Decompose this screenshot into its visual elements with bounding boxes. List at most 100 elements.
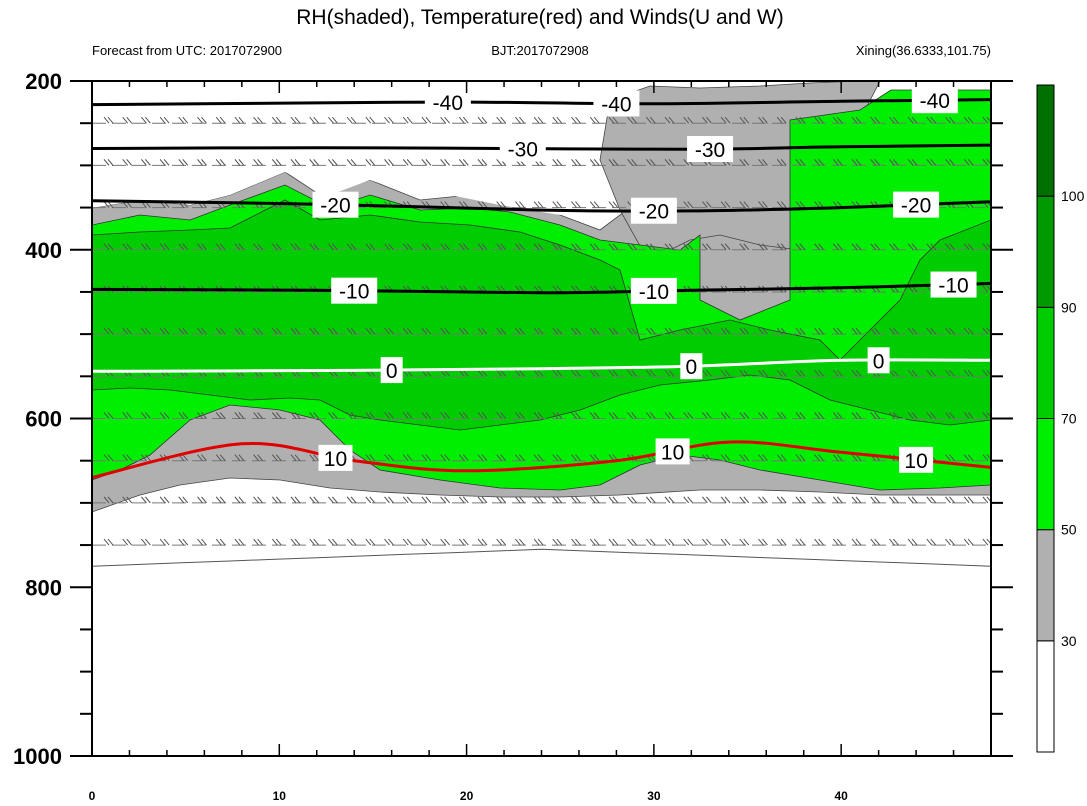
wind-barb [462,159,469,166]
wind-barb [780,412,787,419]
wind-barb [271,116,278,124]
wind-barb [593,159,600,166]
wind-barb [458,454,465,462]
wind-barb [552,412,559,419]
contour-label: -20 [320,195,350,218]
wind-barb [571,243,577,251]
y-tick-label: 800 [25,575,62,600]
forecast-label: Forecast from UTC: 2017072900 [92,43,282,58]
wind-barb [402,159,409,166]
wind-barb [309,327,316,335]
wind-barb [795,454,802,462]
wind-barb [537,116,544,124]
wind-barb [556,159,563,166]
wind-barb [889,159,895,166]
wind-barb [126,496,133,504]
wind-barb [818,538,824,546]
wind-barb [215,243,222,251]
wind-barb [776,412,783,419]
wind-barb [425,116,432,124]
wind-barb [481,496,488,504]
wind-barb [593,201,600,208]
wind-barb [963,116,970,124]
wind-barb [795,538,802,546]
temperature-contour-line [92,358,991,373]
wind-barb [963,369,970,377]
wind-barb [519,538,525,546]
wind-barb [519,369,525,377]
wind-barb [631,159,637,166]
wind-barb [593,243,600,251]
wind-barb [724,412,731,419]
wind-barb [668,496,675,504]
wind-barb [462,201,469,208]
wind-barb [683,243,690,251]
wind-barb [851,454,858,462]
colorbar-swatch [1036,195,1055,308]
wind-barb [182,454,189,462]
wind-barb [893,116,899,124]
wind-barb [776,327,783,335]
wind-barb [107,116,114,124]
wind-barb [967,243,974,251]
wind-barb [122,454,129,462]
wind-barb [552,116,559,124]
wind-barb [986,159,991,166]
wind-barb [982,327,989,335]
wind-barb [215,412,222,419]
wind-barb [986,243,991,250]
wind-barb [889,327,895,335]
wind-barb [949,116,955,124]
temperature-contour-line [92,98,991,107]
wind-barb [776,496,783,504]
wind-barb [533,369,540,377]
wind-barb [365,412,372,419]
wind-barb [645,496,652,504]
wind-barb [758,369,764,377]
wind-barb [107,201,114,208]
chart-title: RH(shaded), Temperature(red) and Winds(U… [296,6,783,29]
wind-barb [986,538,991,545]
wind-barb [967,454,974,462]
wind-barb [855,116,862,124]
temperature-contour-labels: -40 -40 -40 -30 -30 -20 -20 -20 -10 -10 -10 0 0 0 10 10… [312,87,977,473]
wind-barb [458,369,465,377]
wind-barb [346,496,353,504]
wind-barb [388,412,394,419]
wind-barb [163,116,170,124]
wind-barb [275,159,282,166]
wind-barb [369,496,376,504]
wind-barb [500,538,507,546]
wind-barb [481,538,488,546]
wind-barb [556,285,563,293]
wind-barb [201,327,207,335]
wind-barb [275,327,282,335]
wind-barb [687,201,694,208]
wind-barb [275,454,282,462]
wind-barb [477,159,484,166]
wind-barb [687,116,694,124]
wind-barb [519,412,525,419]
wind-barb [515,201,521,208]
wind-barb [126,538,133,546]
wind-barb [519,327,525,335]
wind-barb [706,369,712,377]
wind-barb [893,496,899,504]
wind-barb [519,285,525,293]
wind-barb [332,412,338,419]
wind-barb [739,538,746,546]
wind-barb [739,159,746,166]
wind-barb [215,159,222,166]
wind-barb [197,159,203,166]
wind-barb [481,116,488,124]
wind-barb [271,412,278,419]
wind-barb [533,201,540,208]
wind-barb [799,327,806,335]
wind-barb [309,538,316,546]
wind-barb [720,201,727,208]
contour-label-box [630,277,677,304]
wind-barb [462,327,469,335]
wind-barb [949,412,955,419]
wind-barb [739,116,746,124]
x-tick-label: 40 [834,789,848,803]
